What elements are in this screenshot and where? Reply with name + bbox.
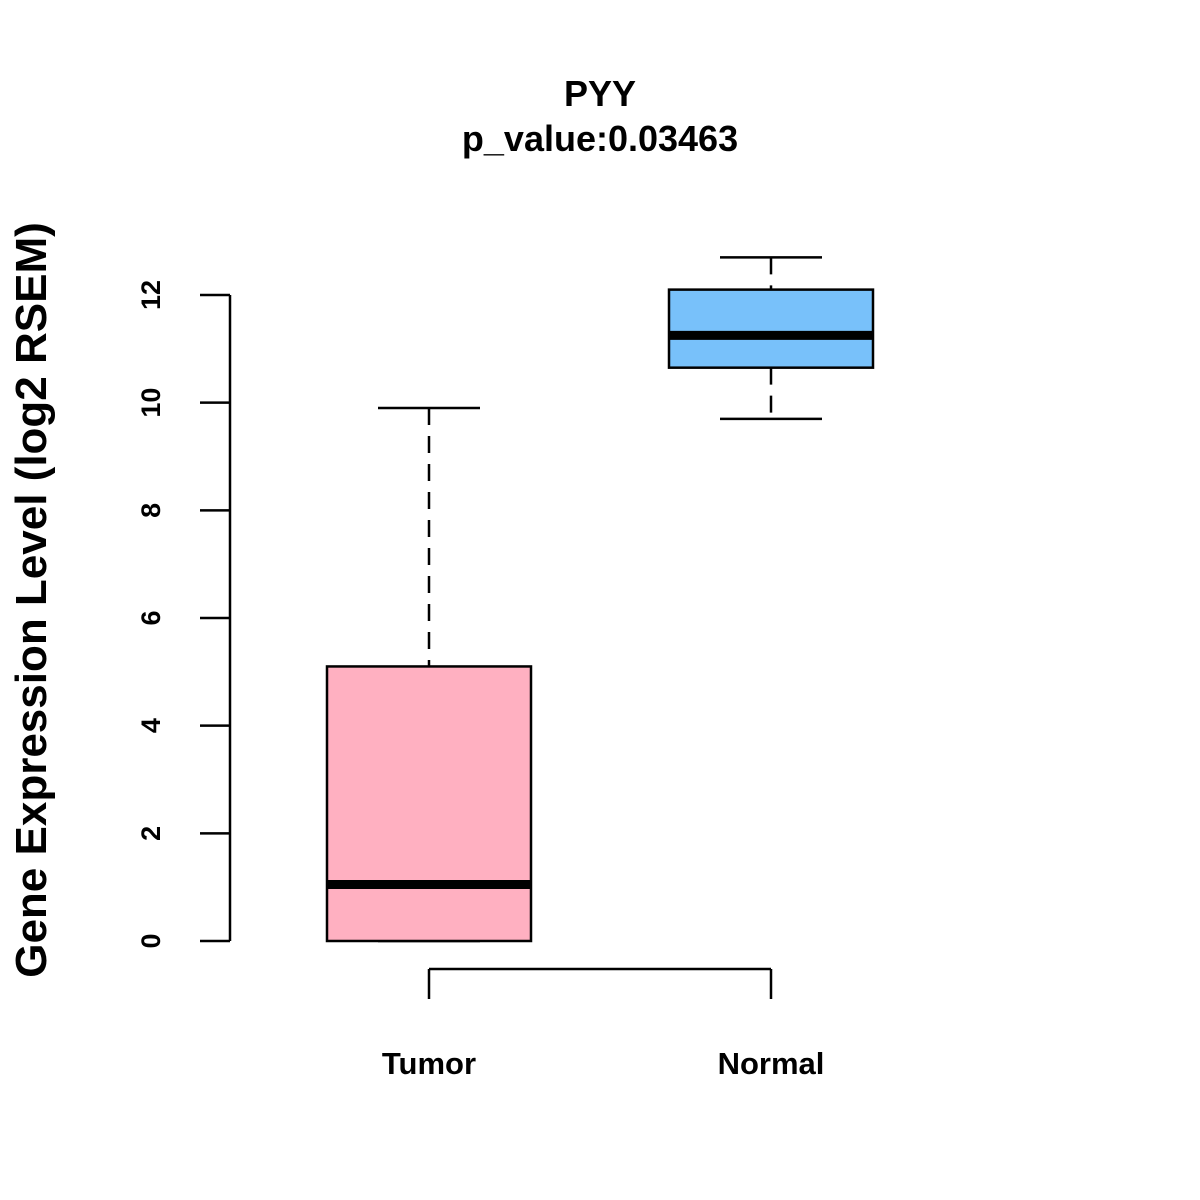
boxes xyxy=(325,256,875,943)
y-tick-label-0: 0 xyxy=(136,933,166,948)
y-tick-label-6: 6 xyxy=(136,610,166,625)
y-tick-label-2: 2 xyxy=(136,826,166,841)
chart-title: PYY xyxy=(564,73,636,114)
y-axis-label: Gene Expression Level (log2 RSEM) xyxy=(7,222,56,978)
iqr-box-normal xyxy=(667,288,875,369)
x-tick-label-normal: Normal xyxy=(718,1046,825,1081)
box-normal xyxy=(667,256,875,421)
x-tick-label-tumor: Tumor xyxy=(382,1046,476,1081)
chart-subtitle: p_value:0.03463 xyxy=(462,118,738,159)
y-axis: 0 2 4 6 8 10 12 xyxy=(136,280,232,949)
iqr-box-tumor xyxy=(325,665,533,943)
y-tick-label-10: 10 xyxy=(136,388,166,418)
x-axis: Tumor Normal xyxy=(382,967,825,1081)
y-tick-label-8: 8 xyxy=(136,503,166,518)
y-tick-label-12: 12 xyxy=(136,280,166,310)
y-tick-label-4: 4 xyxy=(136,718,166,733)
box-tumor xyxy=(325,406,533,943)
